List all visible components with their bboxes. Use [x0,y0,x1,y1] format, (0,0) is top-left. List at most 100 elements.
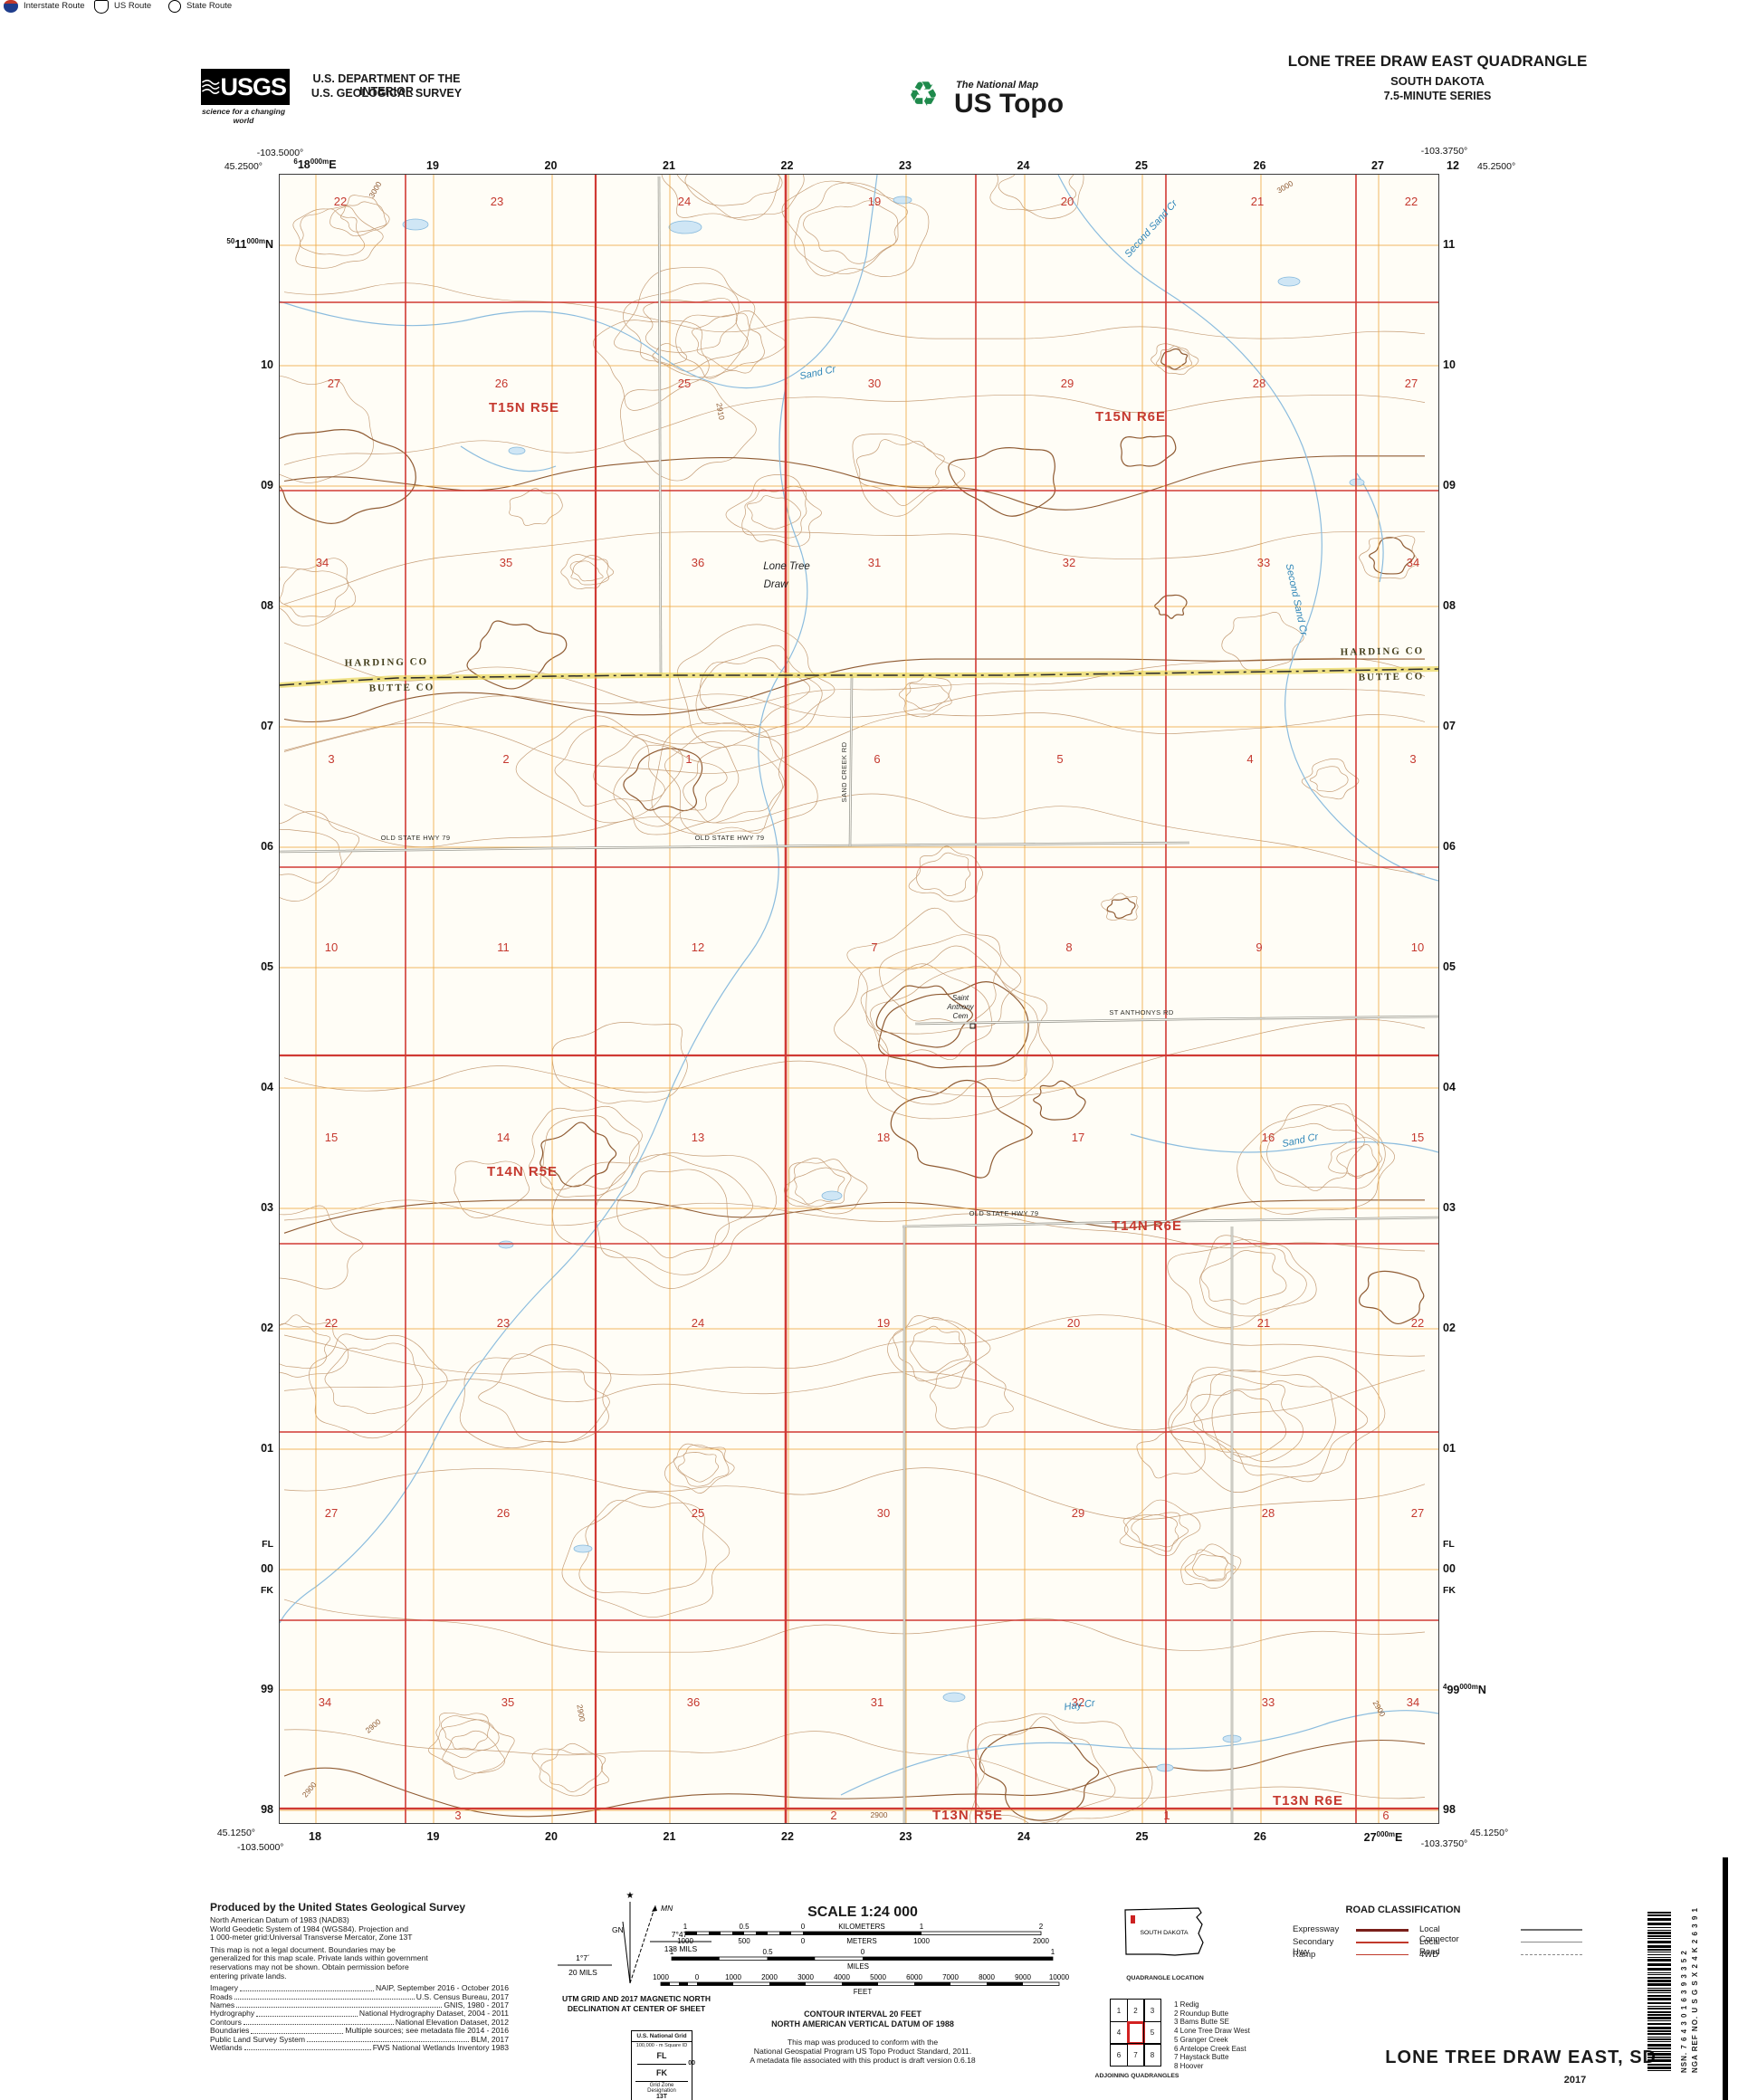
mi-tick: 0 [861,1948,865,1956]
road-class-left-sample [1356,1954,1409,1955]
top-easting: 19 [426,159,439,172]
scale-block: SCALE 1:24 000 1 0.5 0 KILOMETERS 1 2 1000 500 0… [652,1899,1077,2076]
road-class-right-label: Local Connector [1419,1924,1459,1944]
source-row: Boundaries Multiple sources; see metadata… [210,2026,509,2035]
barcode-bar [1647,2059,1671,2062]
township-label: T14N R6E [1112,1218,1182,1234]
section-number: 3 [1409,752,1416,766]
adjoining-cell: 1 [1110,1999,1128,2022]
road-class-left-label: Ramp [1293,1950,1316,1960]
road-label: SAND CREEK RD [840,741,848,802]
barcode-bar [1647,2048,1671,2049]
usng-south-id: FK [656,2068,667,2077]
left-northing-first-part: N [264,238,273,252]
source-value: U.S. Census Bureau, 2017 [415,1991,509,2001]
section-number: 22 [334,195,347,208]
km-tick: 0.5 [739,1923,750,1931]
contour-lines [237,127,1426,1832]
section-number: 18 [877,1131,890,1144]
barcode-bar [1647,1998,1671,2000]
barcode-bar [1647,1995,1671,1997]
section-number: 10 [1411,940,1424,954]
datum-line: 1 000-meter grid:Universal Transverse Me… [210,1933,413,1942]
section-number: 27 [325,1506,338,1520]
credits-block: Produced by the United States Geological… [210,1901,509,2052]
feature-label: Draw [764,579,789,590]
sw-longitude: -103.5000° [237,1842,284,1853]
road-label: OLD STATE HWY 79 [695,834,765,842]
barcode-bar [1647,1992,1671,1993]
section-number: 36 [687,1695,700,1709]
barcode-bar [1647,1927,1671,1928]
section-number: 25 [692,1506,704,1520]
barcode-bar [1647,2070,1671,2071]
section-number: 3 [454,1809,461,1822]
township-label: T13N R6E [1273,1793,1343,1809]
bottom-easting-last-part: E [1395,1831,1403,1845]
adjoining-name: 7 Haystack Butte [1174,2053,1229,2062]
interstate-shield-icon [4,0,18,13]
top-easting-first: 618000mE [288,158,342,171]
barcode-bar [1647,1914,1671,1916]
barcode-bar [1647,1957,1671,1958]
barcode-bar [1647,1988,1671,1989]
adjoining-quads-caption: ADJOINING QUADRANGLES [1094,2073,1179,2079]
usng-zone-label: Grid Zone Designation [635,2081,688,2094]
us-route-shield-icon [94,0,109,14]
county-label-north: HARDING CO [1341,645,1425,658]
section-number: 34 [1407,1695,1419,1709]
section-number: 6 [1382,1809,1389,1822]
quadrangle-title: LONE TREE DRAW EAST QUADRANGLE [1287,52,1588,70]
adjoining-name: 8 Hoover [1174,2061,1204,2070]
source-leader [256,2009,358,2017]
adjoining-name: 4 Lone Tree Draw West [1174,2027,1250,2036]
mi-tick: 0.5 [762,1948,773,1956]
barcode-bar [1647,1977,1671,1979]
ft-tick: 3000 [797,1973,814,1981]
conformance-line: A metadata file associated with this pro… [750,2056,976,2065]
adjoining-cell: 6 [1110,2043,1128,2067]
datum-line: World Geodetic System of 1984 (WGS84). P… [210,1923,409,1933]
bottom-easting-last-part: 27 [1363,1831,1377,1845]
declination-caption1: UTM GRID AND 2017 MAGNETIC NORTH [561,1994,711,2003]
top-easting: 24 [1017,159,1030,172]
county-boundary [279,666,1439,688]
source-value: FWS National Wetlands Inventory 1983 [372,2043,509,2052]
barcode-bar [1647,2023,1671,2025]
barcode-bar [1647,2011,1671,2013]
right-northing: 09 [1443,479,1456,492]
barcode-bar [1647,1930,1671,1931]
quad-location-marker [1131,1915,1135,1923]
left-northing: 03 [261,1201,273,1214]
top-easting-first-part: E [329,158,337,172]
usng-zone: 13T [655,2094,668,2100]
road-label: OLD STATE HWY 79 [969,1209,1039,1217]
cemetery-icon [969,1023,976,1029]
section-number: 22 [1411,1316,1424,1330]
barcode-bar [1647,1990,1671,1991]
source-rows: Imagery NAIP, September 2016 - October 20… [210,1983,509,2052]
section-number: 20 [1067,1316,1080,1330]
road-label: ST ANTHONYS RD [1109,1008,1173,1017]
section-lines [280,175,1438,1823]
mi-tick: 1 [1051,1948,1055,1956]
section-number: 33 [1262,1695,1275,1709]
right-northing: 10 [1443,358,1456,371]
right-square-north: FL [1443,1539,1455,1550]
adjoining-cell: 3 [1143,1999,1161,2022]
source-leader [244,2044,371,2051]
left-northing: 02 [261,1322,273,1334]
source-leader [251,2027,344,2034]
bottom-easting: 23 [899,1830,912,1843]
conformance-line: This map was produced to conform with th… [787,2038,939,2047]
left-northing: 08 [261,599,273,612]
ne-latitude: 45.2500° [1477,161,1516,172]
section-number: 16 [1262,1131,1275,1144]
section-number: 12 [692,940,704,954]
barcode [1647,1912,1671,2073]
section-number: 2 [830,1809,836,1822]
km-tick: 2 [1039,1923,1044,1931]
section-number: 22 [1405,195,1418,208]
disclaimer-line: This map is not a legal document. Bounda… [210,1944,396,1954]
mi-unit: MILES [847,1962,869,1971]
